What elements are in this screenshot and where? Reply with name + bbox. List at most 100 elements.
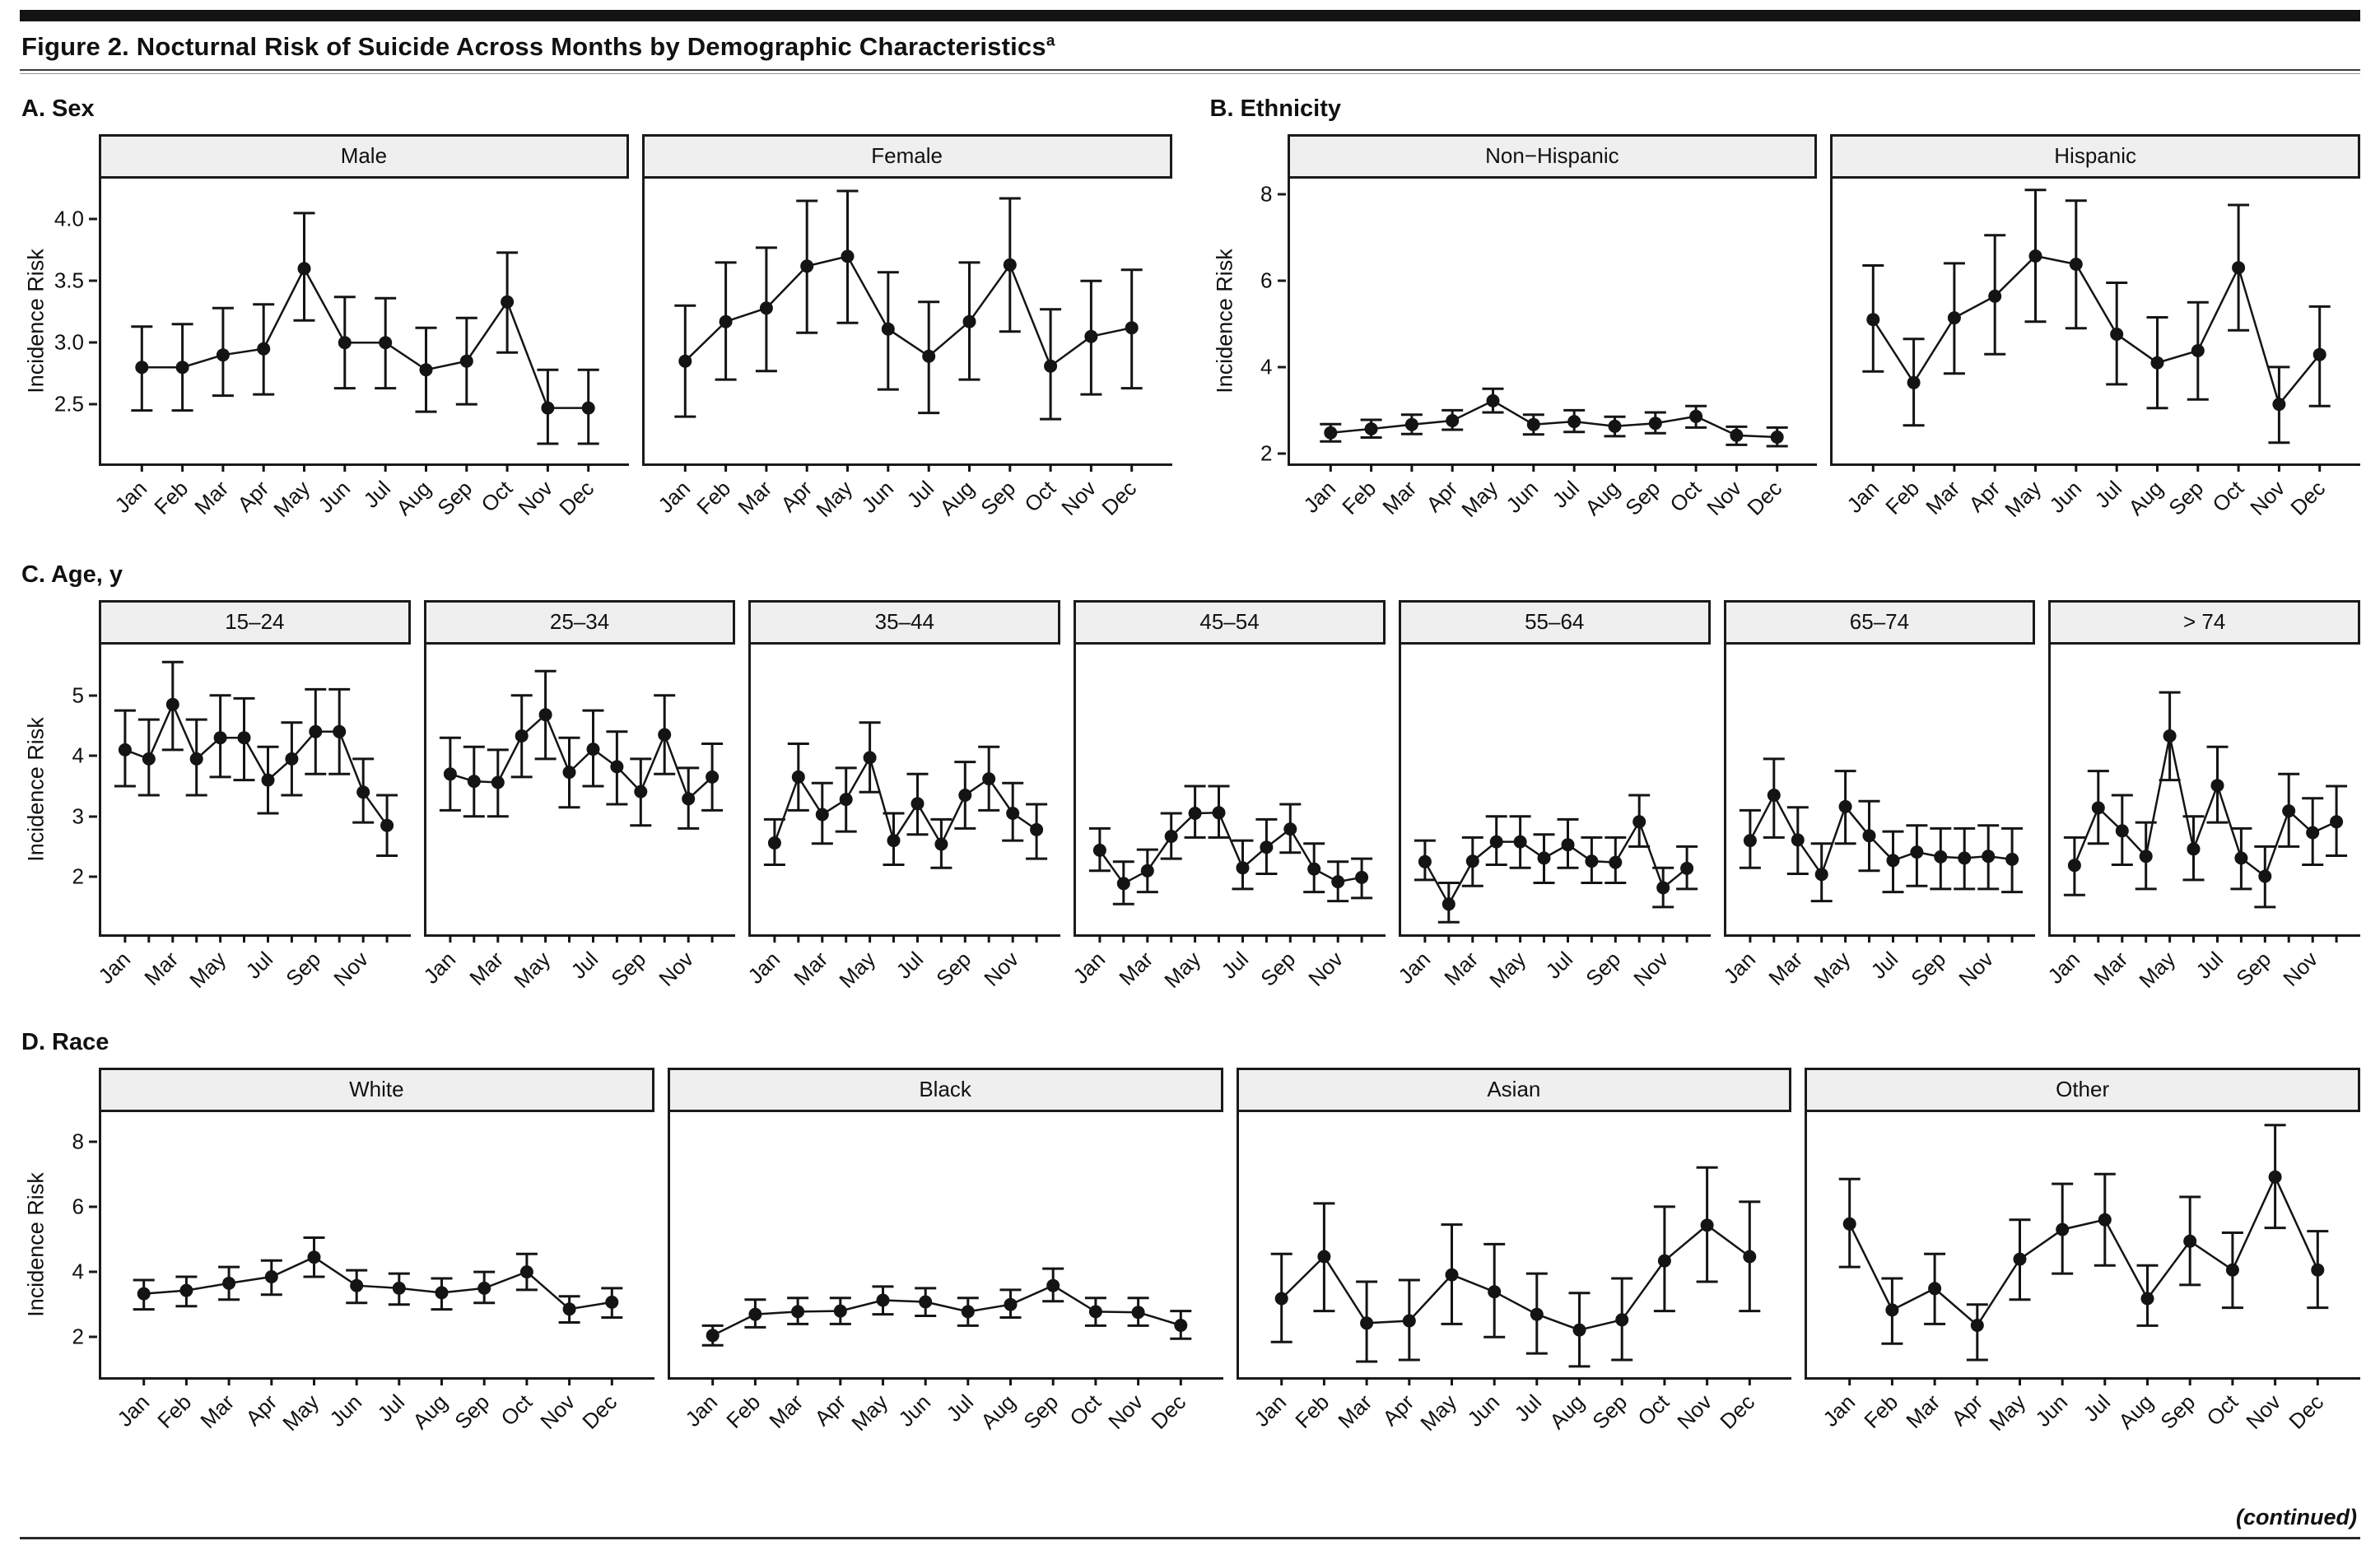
y-axis-title: Incidence Risk [23,717,49,862]
figure-title: Figure 2. Nocturnal Risk of Suicide Acro… [20,21,2360,69]
facet-panel-non-hispanic: Non−Hispanic Jan Feb Mar Apr May Jun Jul Aug Sep O… [1287,134,1818,540]
facet-row-ethnicity: Incidence Risk 8 6 4 2 Non−Hispanic Jan Feb Mar… [1209,134,2360,540]
x-axis-labels-female: Jan Feb Mar Apr May Jun Jul Aug Sep Oct Nov Dec [642,466,1172,540]
x-axis-labels-35-44: Jan Mar May Jul Sep Nov [743,937,1060,1008]
panel-header-45-54: 45–54 [1074,600,1386,645]
chart-svg-hispanic [1862,189,2331,472]
x-axis-labels-25-34: Jan Mar May Jul Sep Nov [418,937,736,1008]
facet-panel-74: > 74 Jan Mar May Jul Sep Nov [2043,600,2361,1008]
panel-header-74: > 74 [2048,600,2361,645]
y-tick-mark [1277,193,1286,196]
y-tick-mark [89,1140,97,1143]
facet-panel-other: Other Jan Feb Mar Apr May Jun Jul Aug Sep Oct Nov De… [1805,1068,2360,1472]
y-axis-age: Incidence Risk 5 4 3 2 [20,600,99,1008]
panel-plot-25-34 [423,645,736,943]
panel-plot-15-24 [99,645,411,943]
chart-svg-white [133,1236,623,1385]
y-tick-mark [89,217,97,221]
panel-header-hispanic: Hispanic [1830,134,2360,179]
y-tick-label-5: 5 [72,682,84,708]
section-ethnicity: B. Ethnicity Incidence Risk 8 6 4 2 Non−Hisp… [1209,95,2360,540]
y-axis-title: Incidence Risk [1212,249,1237,393]
chart-svg-25-34 [439,669,723,943]
chart-svg-35-44 [764,721,1048,943]
chart-svg-55-64 [1414,794,1698,943]
y-tick-mark [89,815,97,818]
panels-row-ethnicity: Non−Hispanic Jan Feb Mar Apr May Jun Jul Aug Sep O… [1287,134,2360,540]
y-tick-label-4: 4 [72,1259,84,1284]
y-tick-mark [89,403,97,406]
chart-svg-74 [2064,691,2348,943]
panel-plot-white [99,1112,654,1385]
section-age: C. Age, y Incidence Risk 5 4 3 2 15–24 Jan Mar… [20,561,2361,1008]
facet-row-race: Incidence Risk 8 6 4 2 White Jan Feb Mar Apr May J… [20,1068,2360,1472]
chart-svg-female [674,189,1143,472]
panel-header-25-34: 25–34 [423,600,736,645]
panel-header-asian: Asian [1236,1068,1792,1112]
y-tick-mark [89,875,97,878]
panel-plot-non-hispanic [1287,179,1818,472]
facet-panel-asian: Asian Jan Feb Mar Apr May Jun Jul Aug Sep Oct Nov De… [1236,1068,1792,1472]
panel-plot-35-44 [748,645,1061,943]
panels-row-age: 15–24 Jan Mar May Jul Sep Nov 25–34 Jan Mar May Jul… [93,600,2361,1008]
x-axis-labels-74: Jan Mar May Jul Sep Nov [2043,937,2360,1008]
facet-row-sex: Incidence Risk 4.0 3.5 3.0 2.5 Male Jan Feb Mar… [20,134,1172,540]
y-axis-ethnicity: Incidence Risk 8 6 4 2 [1209,134,1288,540]
panel-header-other: Other [1805,1068,2360,1112]
panel-header-male: Male [99,134,629,179]
chart-svg-15-24 [114,660,398,943]
y-tick-label-6: 6 [1260,268,1273,293]
panel-plot-asian [1236,1112,1792,1385]
chart-svg-non-hispanic [1319,387,1788,472]
panel-plot-74 [2048,645,2361,943]
y-tick-label-2: 2 [72,1324,84,1349]
title-superscript: a [1046,32,1055,50]
y-tick-label-2: 2 [72,864,84,889]
x-axis-labels-55-64: Jan Mar May Jul Sep Nov [1393,937,1711,1008]
y-tick-label-4-0: 4.0 [54,206,84,231]
y-tick-label-2: 2 [1260,440,1273,466]
y-tick-mark [1277,452,1286,455]
section-label-sex: A. Sex [21,95,95,122]
y-tick-mark [89,1205,97,1208]
y-tick-mark [89,1335,97,1339]
figure-title-text: Figure 2. Nocturnal Risk of Suicide Acro… [21,32,1046,61]
panels-row-sex: Male Jan Feb Mar Apr May Jun Jul Aug Sep Oct Nov Dec… [99,134,1172,540]
section-label-ethnicity: B. Ethnicity [1209,95,1342,122]
chart-svg-male [131,212,599,472]
figure-page: Figure 2. Nocturnal Risk of Suicide Acro… [0,10,2380,1541]
bottom-divider [20,1537,2360,1541]
facet-panel-25-34: 25–34 Jan Mar May Jul Sep Nov [418,600,736,1008]
y-tick-mark [89,754,97,757]
x-axis-labels-male: Jan Feb Mar Apr May Jun Jul Aug Sep Oct Nov Dec [99,466,629,540]
panel-plot-male [99,179,629,472]
facet-panel-35-44: 35–44 Jan Mar May Jul Sep Nov [743,600,1061,1008]
y-tick-label-8: 8 [1260,181,1273,207]
title-divider [20,69,2360,74]
continued-note: (continued) [2236,1505,2357,1529]
y-axis-title: Incidence Risk [23,1172,49,1317]
x-axis-labels-other: Jan Feb Mar Apr May Jun Jul Aug Sep Oct Nov Dec [1805,1380,2360,1472]
facet-panel-female: Female Jan Feb Mar Apr May Jun Jul Aug Sep Oct Nov D… [641,134,1172,540]
facet-panel-45-54: 45–54 Jan Mar May Jul Sep Nov [1068,600,1386,1008]
panels-row-race: White Jan Feb Mar Apr May Jun Jul Aug Sep Oct Nov De… [99,1068,2360,1472]
facet-panel-white: White Jan Feb Mar Apr May Jun Jul Aug Sep Oct Nov De… [99,1068,654,1472]
panel-header-55-64: 55–64 [1398,600,1711,645]
y-axis-title: Incidence Risk [23,249,49,393]
x-axis-labels-white: Jan Feb Mar Apr May Jun Jul Aug Sep Oct Nov Dec [99,1380,654,1472]
panel-header-15-24: 15–24 [99,600,411,645]
panel-header-female: Female [641,134,1172,179]
y-axis-race: Incidence Risk 8 6 4 2 [20,1068,99,1472]
x-axis-labels-65-74: Jan Mar May Jul Sep Nov [1718,937,2036,1008]
x-axis-labels-black: Jan Feb Mar Apr May Jun Jul Aug Sep Oct Nov Dec [668,1380,1223,1472]
panel-plot-other [1805,1112,2360,1385]
y-tick-mark [89,279,97,282]
top-rule-bar [20,10,2360,21]
section-race: D. Race Incidence Risk 8 6 4 2 White Jan Feb Ma… [20,1029,2360,1472]
facet-panel-55-64: 55–64 Jan Mar May Jul Sep Nov [1393,600,1711,1008]
y-axis-sex: Incidence Risk 4.0 3.5 3.0 2.5 [20,134,99,540]
y-tick-mark [89,1270,97,1273]
facet-panel-15-24: 15–24 Jan Mar May Jul Sep Nov [93,600,411,1008]
x-axis-labels-15-24: Jan Mar May Jul Sep Nov [93,937,411,1008]
y-tick-mark [89,694,97,697]
